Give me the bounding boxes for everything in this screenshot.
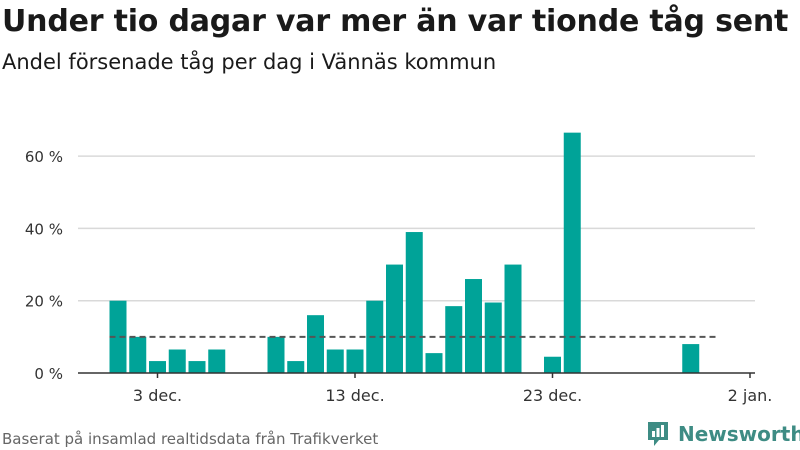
- bar: [208, 349, 226, 373]
- bar: [386, 264, 403, 373]
- bar: [465, 279, 482, 373]
- x-axis: [78, 372, 755, 378]
- bar: [326, 349, 344, 373]
- y-tick-label: 40 %: [25, 220, 63, 238]
- y-axis-tick-labels: 0 % 20 % 40 % 60 %: [25, 148, 63, 383]
- brand-name: Newsworthy: [678, 422, 800, 446]
- bar: [504, 264, 522, 373]
- bar: [445, 306, 463, 373]
- bar: [405, 232, 423, 373]
- chart-title: Under tio dagar var mer än var tionde tå…: [2, 4, 789, 39]
- chart-subtitle: Andel försenade tåg per dag i Vännäs kom…: [2, 50, 497, 74]
- bar: [563, 132, 581, 373]
- bar: [168, 349, 186, 373]
- bars: [109, 132, 700, 373]
- bar: [188, 361, 206, 373]
- source-note: Baserat på insamlad realtidsdata från Tr…: [2, 430, 379, 448]
- bar: [544, 356, 561, 373]
- x-tick-label: 2 jan.: [728, 386, 773, 405]
- y-tick-label: 60 %: [25, 148, 63, 166]
- bar: [129, 336, 147, 373]
- x-tick-label: 23 dec.: [523, 386, 582, 405]
- y-tick-label: 0 %: [34, 365, 63, 383]
- brand-logo[interactable]: Newsworthy: [646, 421, 800, 447]
- bar: [149, 361, 166, 373]
- bar: [346, 349, 364, 373]
- bar: [287, 361, 305, 373]
- x-tick-label: 13 dec.: [325, 386, 384, 405]
- bar: [307, 315, 324, 373]
- bar: [109, 300, 127, 373]
- bar: [425, 353, 443, 373]
- x-tick-label: 3 dec.: [133, 386, 182, 405]
- bar: [682, 344, 700, 373]
- x-axis-tick-labels: 3 dec. 13 dec. 23 dec. 2 jan.: [133, 386, 772, 405]
- newsworthy-logo-icon: [648, 422, 668, 446]
- bar: [267, 336, 285, 373]
- y-tick-label: 20 %: [25, 293, 63, 311]
